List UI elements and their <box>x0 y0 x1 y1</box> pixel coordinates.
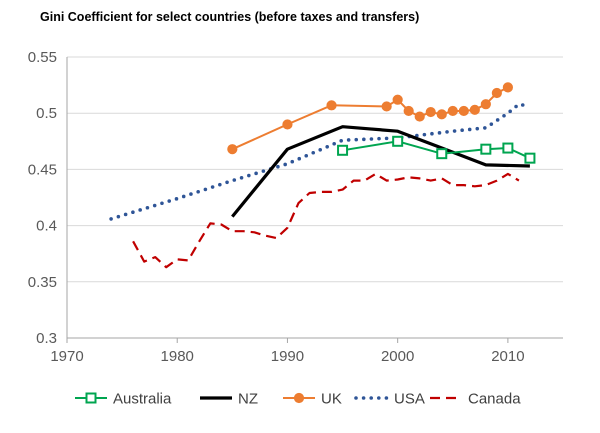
y-tick-label: 0.35 <box>28 274 57 291</box>
data-point-australia <box>436 148 448 160</box>
y-tick-label: 0.45 <box>28 161 57 178</box>
legend-label-australia: Australia <box>113 391 172 408</box>
data-point-uk <box>282 119 293 130</box>
legend-label-usa: USA <box>394 391 425 408</box>
data-point-uk <box>414 111 425 122</box>
legend-item-usa: USA <box>354 391 425 408</box>
series-uk <box>227 82 513 155</box>
data-point-uk <box>502 82 513 93</box>
data-point-uk <box>491 87 502 99</box>
y-tick-label: 0.4 <box>36 218 57 235</box>
legend: Australia NZ UK USA Canada <box>75 391 521 408</box>
legend-item-canada: Canada <box>430 391 521 408</box>
data-point-uk <box>392 94 403 105</box>
x-tick-label: 2000 <box>381 348 414 365</box>
x-tick-label: 1970 <box>50 348 83 365</box>
legend-marker-australia <box>85 392 97 404</box>
data-point-uk <box>381 101 392 112</box>
x-axis-ticks: 1970 1980 1990 2000 2010 <box>50 338 525 365</box>
chart-title: Gini Coefficient for select countries (b… <box>40 10 420 24</box>
x-tick-label: 1990 <box>271 348 304 365</box>
data-point-uk <box>227 144 238 155</box>
data-point-australia <box>524 152 536 164</box>
legend-label-canada: Canada <box>468 391 521 408</box>
data-point-uk <box>403 105 414 117</box>
data-series <box>109 82 536 269</box>
legend-label-nz: NZ <box>238 391 258 408</box>
series-line-australia <box>342 140 531 160</box>
series-canada <box>132 172 520 269</box>
data-point-australia <box>392 135 404 147</box>
data-point-uk <box>425 106 436 118</box>
gridlines <box>67 56 563 283</box>
legend-item-nz: NZ <box>200 391 258 408</box>
data-point-uk <box>326 100 337 111</box>
y-tick-label: 0.5 <box>36 105 57 122</box>
data-point-uk <box>436 109 447 120</box>
y-axis-ticks: 0.3 0.35 0.4 0.45 0.5 0.55 <box>28 49 57 347</box>
series-usa <box>109 102 532 221</box>
data-point-australia <box>480 143 492 155</box>
series-nz <box>231 125 530 218</box>
series-line-canada <box>132 172 520 269</box>
legend-item-australia: Australia <box>75 391 172 408</box>
series-line-usa <box>109 102 532 221</box>
series-line-nz <box>231 125 530 218</box>
legend-item-uk: UK <box>283 391 342 408</box>
x-tick-label: 2010 <box>491 348 524 365</box>
data-point-uk <box>480 99 491 110</box>
legend-label-uk: UK <box>321 391 342 408</box>
data-point-uk <box>458 105 469 117</box>
y-tick-label: 0.3 <box>36 330 57 347</box>
legend-marker-uk <box>293 392 305 404</box>
y-tick-label: 0.55 <box>28 49 57 66</box>
data-point-australia <box>502 142 514 154</box>
series-australia <box>337 135 536 164</box>
data-point-uk <box>447 105 458 117</box>
data-point-uk <box>469 104 480 115</box>
data-point-australia <box>337 144 349 156</box>
axes <box>66 57 563 339</box>
x-tick-label: 1980 <box>161 348 194 365</box>
